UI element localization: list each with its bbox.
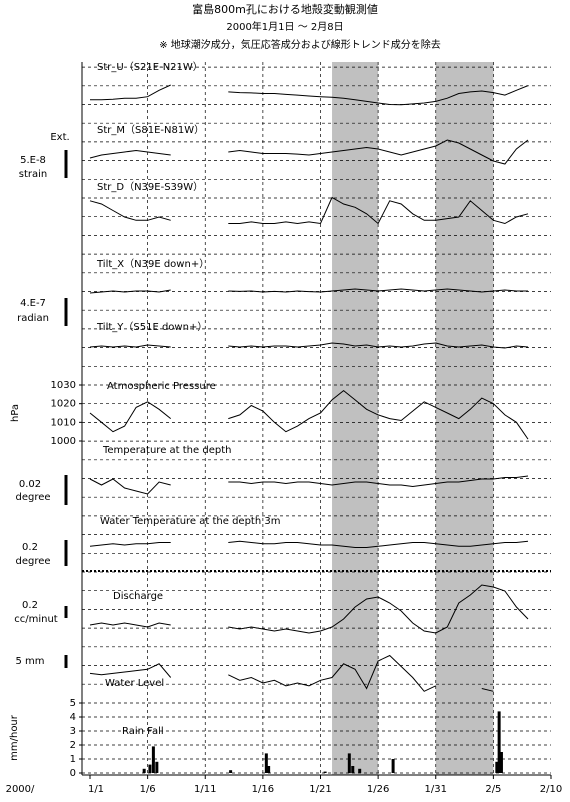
y-tick-label: 1 <box>70 754 76 765</box>
series-line <box>89 342 529 349</box>
series-line <box>89 654 494 692</box>
chart-title: 富島800m孔における地殻変動観測値 <box>192 2 378 16</box>
highlight-span <box>435 62 494 775</box>
x-tick-label: 2/10 <box>540 784 562 795</box>
y-tick-label: 1020 <box>51 399 76 410</box>
panel-title: Tilt_Y（S51E down+） <box>96 321 207 333</box>
bar <box>495 761 499 773</box>
chart-note: ※ 地球潮汐成分，気圧応答成分および線形トレンド成分を除去 <box>159 38 441 51</box>
side-label: degree <box>15 492 50 503</box>
panel-title: Water Temperature at the depth 3m <box>100 516 280 527</box>
bar <box>229 770 233 773</box>
side-label: 5.E-8 <box>20 155 46 166</box>
panel-title: Str_U（S21E-N21W） <box>97 61 203 73</box>
y-tick-label: 1000 <box>51 436 76 447</box>
bar <box>267 766 271 773</box>
bar <box>499 752 503 773</box>
series-line <box>89 475 529 495</box>
side-label: 0.2 <box>22 600 38 611</box>
series-line <box>89 389 529 440</box>
panel-title: Tilt_X（N39E down+） <box>96 258 209 270</box>
series-line <box>89 540 529 548</box>
bar <box>148 764 152 773</box>
x-tick-label: 1/11 <box>194 784 216 795</box>
x-tick-label: 1/31 <box>425 784 447 795</box>
y-tick-label: 5 <box>70 698 76 709</box>
side-label: 0.2 <box>22 542 38 553</box>
side-label: mm/hour <box>9 714 20 761</box>
y-tick-label: 4 <box>70 712 76 723</box>
y-tick-label: 1010 <box>51 417 76 428</box>
series-line <box>89 584 529 634</box>
series-line <box>89 288 528 294</box>
bar <box>142 768 146 773</box>
y-tick-label: 0 <box>70 768 76 779</box>
y-tick-label: 1030 <box>51 380 76 391</box>
bar <box>264 753 268 773</box>
panel-title: Temperature at the depth <box>102 445 231 456</box>
y-tick-label: 3 <box>70 726 76 737</box>
side-label: radian <box>17 313 49 324</box>
panel-title: Water Level <box>105 678 164 689</box>
x-tick-label: 1/16 <box>252 784 274 795</box>
panel-title: Atmospheric Pressure <box>107 381 216 392</box>
bar <box>151 746 155 773</box>
bar <box>358 768 362 773</box>
series-line <box>89 196 529 225</box>
bar <box>391 759 395 773</box>
panel-title: Str_D（N39E-S39W） <box>97 181 203 193</box>
chart-subtitle: 2000年1月1日 ～ 2月8日 <box>226 20 343 33</box>
panel-title: Str_M（S81E-N81W） <box>97 124 204 136</box>
x-axis-prefix: 2000/ <box>6 784 35 795</box>
panel-title: Discharge <box>113 591 163 602</box>
side-label: strain <box>19 169 48 180</box>
bar <box>351 766 355 773</box>
x-tick-label: 1/21 <box>309 784 331 795</box>
x-tick-label: 1/26 <box>367 784 389 795</box>
bar <box>347 753 351 773</box>
background <box>82 62 551 775</box>
series-line <box>90 84 529 106</box>
x-tick-label: 2/5 <box>485 784 501 795</box>
side-label: hPa <box>10 404 21 422</box>
panel-title: Rain Fall <box>122 726 164 737</box>
bar <box>323 771 327 773</box>
bar <box>155 761 159 773</box>
series-line <box>89 139 529 165</box>
side-label: Ext. <box>50 132 69 143</box>
y-tick-label: 2 <box>70 740 76 751</box>
highlight-span <box>332 62 379 775</box>
side-label: cc/minut <box>14 614 58 625</box>
side-label: 0.02 <box>19 479 41 490</box>
side-label: 4.E-7 <box>20 298 46 309</box>
x-tick-label: 1/1 <box>88 784 104 795</box>
bar <box>497 711 501 773</box>
side-label: degree <box>15 556 50 567</box>
side-label: 5 mm <box>15 656 44 667</box>
x-tick-label: 1/6 <box>140 784 156 795</box>
